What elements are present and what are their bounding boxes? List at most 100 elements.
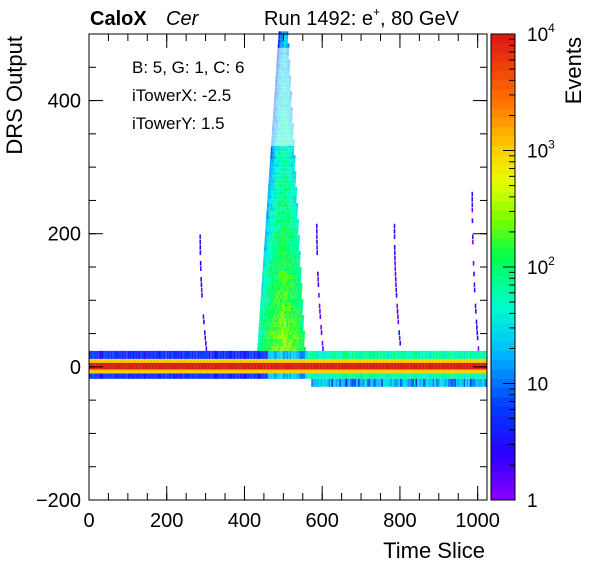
heatmap-cell	[268, 183, 271, 188]
heatmap-cell	[285, 251, 288, 256]
heatmap-cell	[316, 245, 318, 250]
palette-band	[491, 89, 515, 100]
heatmap-cell	[276, 294, 279, 299]
heatmap-cell	[278, 35, 281, 40]
heatmap-cell	[263, 318, 266, 323]
heatmap-cell	[286, 231, 289, 236]
heatmap-cell	[283, 211, 286, 216]
heatmap-cell	[271, 274, 274, 279]
heatmap-cell	[179, 362, 183, 370]
heatmap-cell	[297, 243, 300, 248]
heatmap-cell	[273, 171, 275, 176]
heatmap-cell	[269, 191, 272, 196]
heatmap-cell	[201, 292, 203, 298]
heatmap-cell	[274, 346, 277, 351]
heatmap-cell	[282, 294, 285, 299]
heatmap-cell	[276, 342, 279, 347]
heatmap-cell	[272, 175, 275, 180]
heatmap-cell	[268, 267, 271, 271]
heatmap-cell	[283, 278, 286, 283]
heatmap-cell	[317, 378, 320, 387]
heatmap-cell	[277, 167, 280, 172]
heatmap-cell	[276, 259, 279, 264]
heatmap-cell	[320, 324, 322, 330]
heatmap-cell	[266, 274, 268, 279]
heatmap-cell	[172, 362, 177, 370]
heatmap-cell	[286, 290, 289, 295]
palette-band	[491, 425, 515, 436]
heatmap-cell	[451, 378, 453, 387]
heatmap-cell	[104, 362, 108, 370]
heatmap-cell	[266, 302, 269, 307]
heatmap-cell	[319, 308, 321, 314]
heatmap-cell	[291, 183, 294, 188]
heatmap-cell	[270, 175, 273, 180]
palette-band	[491, 117, 515, 128]
heatmap-cell	[290, 346, 293, 351]
heatmap-cell	[287, 219, 290, 224]
palette-band	[491, 276, 515, 287]
heatmap-cell	[279, 195, 282, 200]
heatmap-cell	[278, 199, 281, 204]
heatmap-cell	[397, 319, 400, 325]
heatmap-cell	[340, 378, 343, 387]
heatmap-cell	[271, 195, 274, 200]
heatmap-cell	[263, 310, 266, 315]
heatmap-cell	[283, 183, 286, 188]
heatmap-cell	[295, 207, 298, 212]
heatmap-cell	[459, 362, 463, 370]
palette-band	[491, 80, 515, 91]
heatmap-cell	[283, 334, 286, 339]
heatmap-cell	[270, 203, 273, 208]
heatmap-cell	[268, 187, 271, 192]
palette-band	[491, 192, 515, 203]
heatmap-cell	[287, 274, 290, 279]
heatmap-cell	[282, 211, 284, 216]
heatmap-cell	[443, 362, 447, 370]
heatmap-cell	[281, 183, 284, 188]
heatmap-cell	[267, 274, 270, 279]
heatmap-cell	[199, 234, 201, 240]
heatmap-cell	[285, 39, 288, 44]
palette-band	[491, 304, 515, 315]
heatmap-cell	[271, 159, 274, 164]
heatmap-cell	[287, 43, 290, 48]
heatmap-cell	[296, 286, 299, 291]
heatmap-cell	[270, 179, 273, 184]
heatmap-cell	[284, 263, 287, 267]
heatmap-cell	[291, 326, 294, 331]
heatmap-cell	[293, 235, 296, 240]
heatmap-cell	[299, 330, 302, 335]
heatmap-cell	[261, 310, 264, 315]
heatmap-cell	[277, 274, 280, 279]
heatmap-cell	[365, 378, 368, 387]
heatmap-cell	[267, 286, 270, 291]
heatmap-cell	[398, 335, 401, 341]
heatmap-cell	[264, 330, 267, 335]
heatmap-cell	[268, 326, 271, 331]
heatmap-cell	[279, 219, 282, 224]
heatmap-cell	[300, 286, 303, 291]
heatmap-cell	[290, 322, 292, 327]
heatmap-cell	[266, 362, 270, 370]
heatmap-cell	[166, 362, 170, 370]
palette-band	[491, 267, 515, 277]
heatmap-cell	[285, 247, 288, 252]
heatmap-cell	[247, 362, 251, 370]
heatmap-cell	[480, 362, 484, 370]
heatmap-cell	[273, 342, 276, 347]
heatmap-cell	[263, 286, 266, 291]
heatmap-cell	[269, 338, 272, 343]
heatmap-cell	[303, 346, 306, 351]
heatmap-cell	[475, 319, 478, 325]
heatmap-cell	[278, 151, 281, 156]
heatmap-cell	[262, 326, 265, 331]
heatmap-cell	[287, 151, 290, 156]
heatmap-cell	[267, 310, 270, 315]
heatmap-cell	[279, 251, 282, 256]
heatmap-cell	[293, 334, 296, 339]
x-tick-label: 1000	[455, 510, 500, 532]
heatmap-cell	[89, 362, 93, 370]
heatmap-cell	[271, 342, 274, 347]
heatmap-cell	[455, 362, 460, 370]
